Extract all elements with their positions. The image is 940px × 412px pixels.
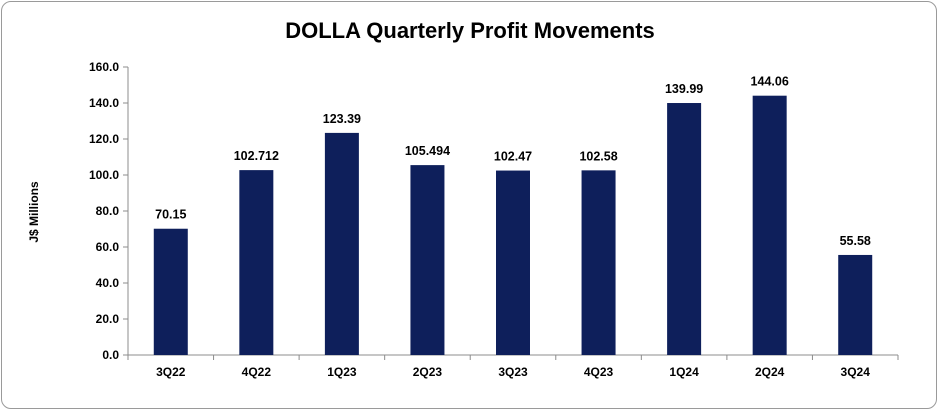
bar-value-label: 102.712 [234, 149, 279, 163]
y-tick-label: 60.0 [96, 240, 120, 254]
x-tick-label: 2Q23 [413, 365, 443, 379]
x-tick-label: 4Q23 [584, 365, 614, 379]
bar [496, 170, 530, 355]
bar-value-label: 102.58 [579, 149, 617, 163]
x-tick-label: 3Q24 [841, 365, 871, 379]
bars [153, 95, 873, 355]
y-tick-label: 0.0 [102, 348, 119, 362]
y-tick-label: 80.0 [96, 204, 120, 218]
bar [324, 132, 359, 355]
x-tick-label: 1Q23 [327, 365, 357, 379]
x-tick-label: 3Q23 [498, 365, 528, 379]
y-axis: 0.0 20.0 40.0 60.0 80.0 100.0 120.0 140.0 160.0 [89, 60, 129, 362]
bar [239, 170, 274, 355]
bar-value-label: 105.494 [405, 144, 450, 158]
y-tick-label: 140.0 [89, 96, 119, 110]
bar-value-label: 70.15 [155, 208, 186, 222]
chart-title: DOLLA Quarterly Profit Movements [285, 18, 655, 43]
x-tick-label: 3Q22 [156, 365, 186, 379]
x-tick-label: 4Q22 [242, 365, 272, 379]
x-tick-label: 2Q24 [755, 365, 785, 379]
y-axis-label: J$ Millions [27, 181, 41, 243]
x-axis: 3Q22 4Q22 1Q23 2Q23 3Q23 4Q23 1Q24 2Q24 3Q24 [127, 354, 899, 379]
bar [667, 103, 702, 355]
bar-value-label: 123.39 [323, 112, 361, 126]
y-tick-label: 40.0 [96, 276, 120, 290]
bar-value-label: 55.58 [840, 234, 871, 248]
bar [410, 165, 445, 355]
bar [838, 254, 873, 355]
bar [752, 95, 787, 355]
bar-value-label: 144.06 [751, 75, 789, 89]
y-tick-label: 100.0 [89, 168, 119, 182]
y-tick-label: 120.0 [89, 132, 119, 146]
bar [153, 228, 188, 355]
bar-value-label: 139.99 [665, 82, 703, 96]
bar [581, 170, 616, 355]
y-tick-label: 20.0 [96, 312, 120, 326]
y-tick-label: 160.0 [89, 60, 119, 74]
bar-value-label: 102.47 [494, 150, 532, 164]
data-labels: 70.15 102.712 123.39 105.494 102.47 102.58 139… [155, 75, 871, 248]
x-tick-label: 1Q24 [669, 365, 699, 379]
